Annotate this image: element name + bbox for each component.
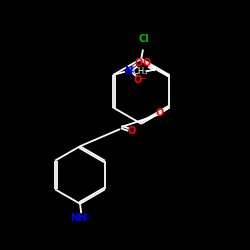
Text: O: O	[134, 74, 142, 85]
Text: −: −	[139, 74, 146, 83]
Text: +: +	[129, 64, 135, 70]
Text: O: O	[134, 58, 143, 68]
Text: NH: NH	[70, 213, 86, 223]
Text: O: O	[156, 108, 164, 118]
Text: CH₃: CH₃	[133, 67, 148, 76]
Text: O: O	[142, 58, 150, 68]
Text: Cl: Cl	[139, 34, 149, 44]
Text: O: O	[128, 126, 136, 136]
Text: N: N	[124, 66, 133, 76]
Text: 2: 2	[84, 214, 89, 220]
